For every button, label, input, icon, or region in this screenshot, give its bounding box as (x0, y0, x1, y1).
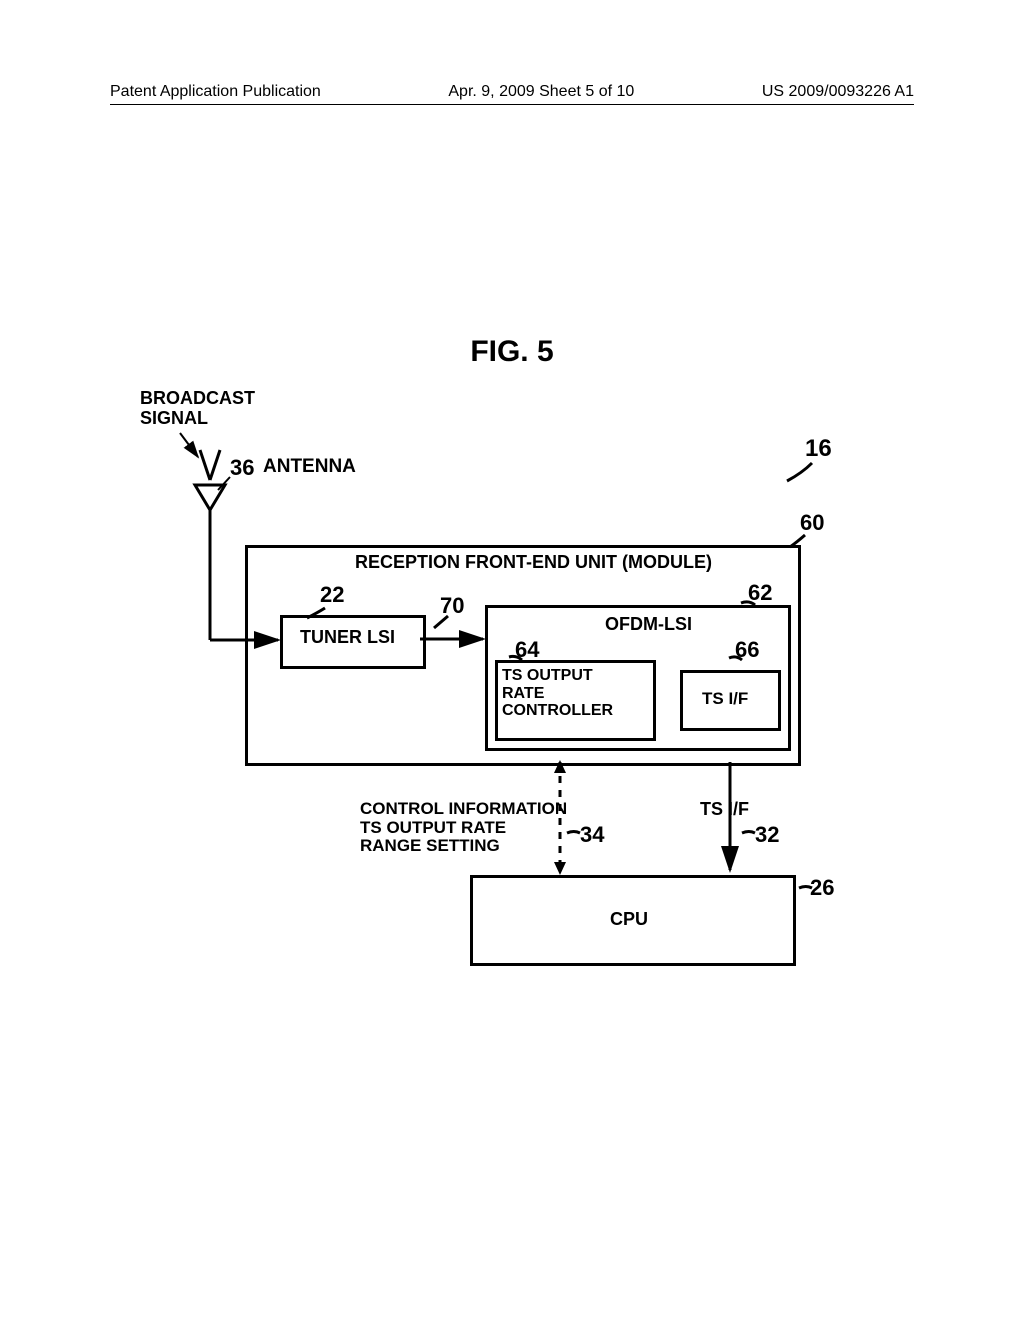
ref-36: 36 (230, 455, 254, 481)
tuner-label: TUNER LSI (300, 628, 395, 648)
header-rule (110, 104, 914, 105)
header: Patent Application Publication Apr. 9, 2… (0, 83, 1024, 101)
pub-label: Patent Application Publication (110, 83, 321, 101)
ref-26: 26 (810, 875, 834, 901)
date-sheet: Apr. 9, 2009 Sheet 5 of 10 (448, 83, 634, 101)
ref-66: 66 (735, 637, 759, 663)
broadcast-signal-label: BROADCAST SIGNAL (140, 389, 255, 429)
ref-70: 70 (440, 593, 464, 619)
pub-number: US 2009/0093226 A1 (762, 83, 914, 101)
ref-16: 16 (805, 435, 832, 463)
figure-title: FIG. 5 (0, 335, 1024, 369)
ref-32: 32 (755, 822, 779, 848)
ofdm-label: OFDM-LSI (605, 615, 692, 635)
ts-if-label: TS I/F (702, 690, 748, 709)
module-label: RECEPTION FRONT-END UNIT (MODULE) (355, 553, 712, 573)
ref-34: 34 (580, 822, 604, 848)
ref-62: 62 (748, 580, 772, 606)
control-info-label: CONTROL INFORMATION TS OUTPUT RATE RANGE… (360, 800, 567, 856)
ts-rate-label: TS OUTPUT RATE CONTROLLER (502, 667, 613, 720)
cpu-label: CPU (610, 910, 648, 930)
ts-if2-label: TS I/F (700, 800, 749, 820)
ref-22: 22 (320, 582, 344, 608)
antenna-label: ANTENNA (263, 457, 356, 478)
ref-60: 60 (800, 510, 824, 536)
